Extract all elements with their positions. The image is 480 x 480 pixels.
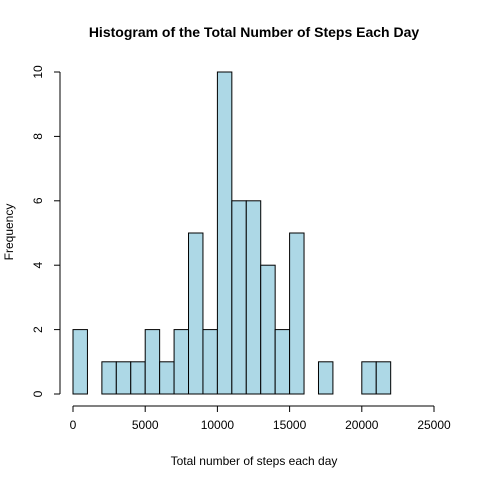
bars-group [72,71,392,395]
x-tick-label-4: 20000 [345,418,379,432]
histogram-bar-7 [173,329,190,395]
histogram-bar-9 [202,329,218,395]
histogram-bar-10 [216,71,233,395]
histogram-bar-3 [115,361,132,395]
histogram-bar-2 [101,361,117,395]
histogram-bar-5 [144,329,161,395]
y-tick-label-0: 0 [31,390,45,397]
y-axis: 0 2 4 6 8 10 [31,65,61,397]
histogram-bar-13 [260,264,276,395]
histogram-bar-6 [159,361,175,395]
histogram-bar-0 [72,329,88,395]
histogram-bar-12 [245,200,262,395]
histogram-bar-21 [375,361,392,395]
x-tick-label-0: 0 [70,418,77,432]
chart-title: Histogram of the Total Number of Steps E… [89,24,420,40]
x-tick-label-1: 5000 [132,418,159,432]
y-tick-label-2: 4 [31,262,45,269]
x-axis: 0 5000 10000 15000 20000 25000 [70,405,451,432]
histogram-bar-4 [130,361,146,395]
y-tick-label-5: 10 [31,65,45,79]
x-axis-label: Total number of steps each day [171,454,338,468]
x-tick-label-3: 15000 [273,418,307,432]
histogram-bar-8 [188,232,204,395]
y-tick-label-3: 6 [31,197,45,204]
x-tick-label-5: 25000 [417,418,451,432]
x-tick-label-2: 10000 [201,418,235,432]
histogram-bar-15 [289,232,305,395]
histogram-bar-14 [274,329,291,395]
histogram-bar-17 [317,361,334,395]
histogram-bar-11 [231,200,247,395]
y-axis-label: Frequency [2,204,16,261]
y-tick-label-1: 2 [31,326,45,333]
y-tick-label-4: 8 [31,133,45,140]
histogram-bar-20 [361,361,377,395]
